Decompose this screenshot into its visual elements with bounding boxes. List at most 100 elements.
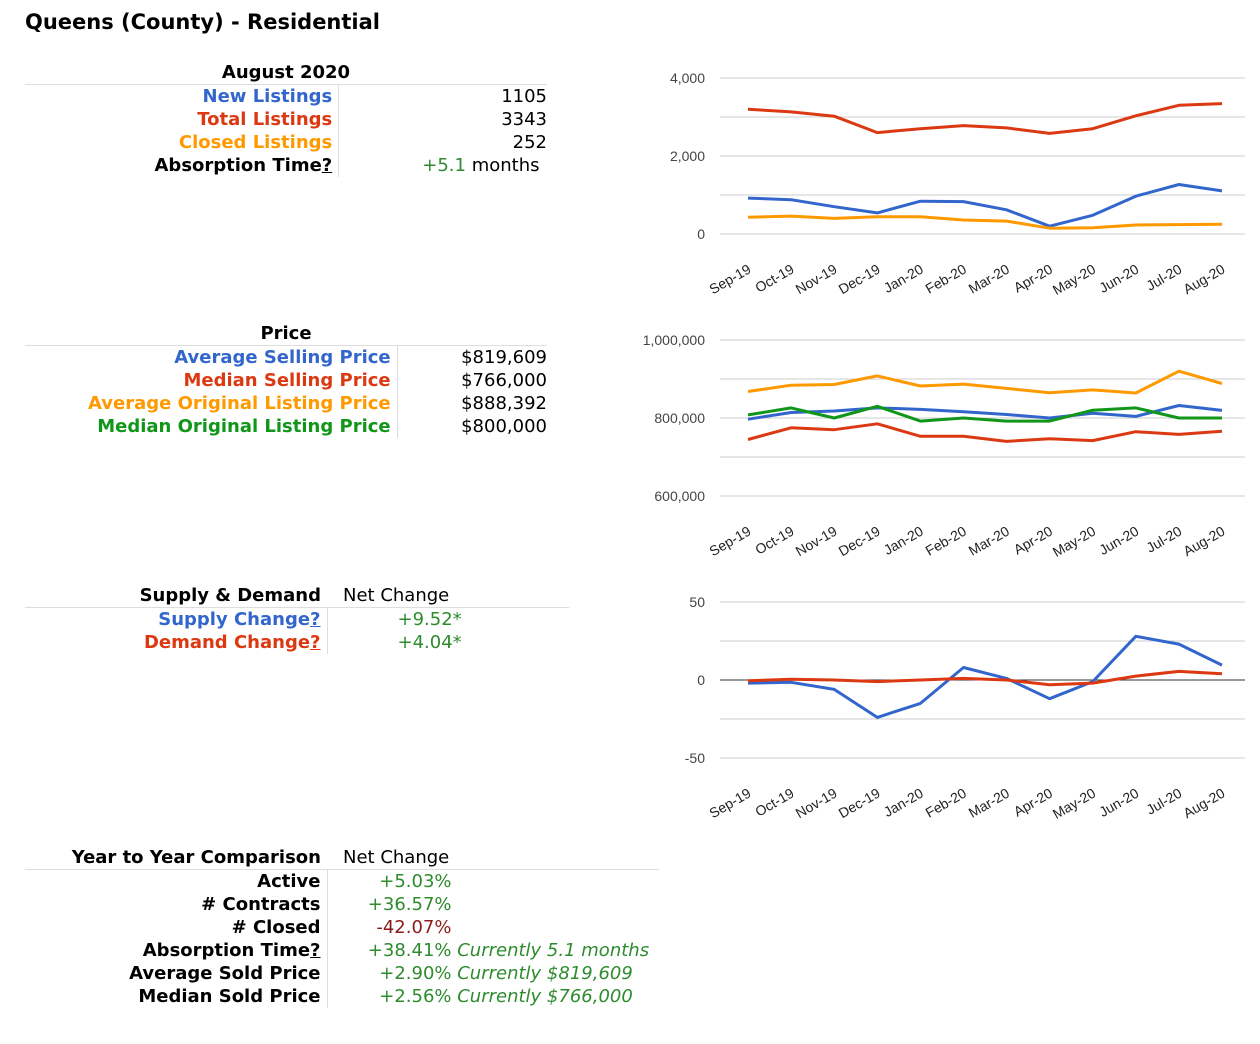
yoy-absorption-time-note: Currently 5.1 months bbox=[457, 940, 650, 961]
yoy-absorption-time-text: Absorption Time bbox=[142, 940, 311, 961]
yoy-absorption-time-value-cell: +38.41% Currently 5.1 months bbox=[327, 939, 659, 962]
year-to-year-table: Year to Year Comparison Net Change Activ… bbox=[25, 845, 659, 1008]
x-tick-label: Nov-19 bbox=[793, 261, 840, 298]
absorption-time-text: Absorption Time bbox=[154, 155, 322, 176]
yoy-absorption-time-help-link[interactable]: ? bbox=[310, 940, 321, 961]
supply-change-text: Supply Change bbox=[158, 609, 311, 630]
absorption-time-help-link[interactable]: ? bbox=[321, 155, 333, 176]
x-tick-label: Mar-20 bbox=[966, 261, 1013, 297]
series-line-1 bbox=[747, 183, 1223, 228]
series-line-2 bbox=[747, 404, 1222, 423]
x-tick-label: Dec-19 bbox=[836, 261, 883, 298]
closed-value-cell: -42.07% bbox=[327, 916, 659, 939]
table-row: # Closed -42.07% bbox=[25, 916, 659, 939]
x-tick-label: Feb-20 bbox=[923, 785, 970, 821]
x-tick-label: Jun-20 bbox=[1096, 523, 1141, 558]
y-tick-label: -50 bbox=[685, 750, 705, 766]
table-row: Supply Change? +9.52* bbox=[25, 607, 569, 631]
x-tick-label: Oct-19 bbox=[752, 261, 797, 296]
new-listings-label: New Listings bbox=[25, 84, 340, 108]
median-original-listing-price-value: $800,000 bbox=[461, 416, 547, 437]
table-row: Average Original Listing Price $888,392 bbox=[25, 392, 547, 415]
new-listings-value: 1105 bbox=[501, 86, 547, 107]
x-tick-label: Jun-20 bbox=[1096, 785, 1141, 820]
demand-change-label: Demand Change? bbox=[25, 631, 328, 654]
closed-listings-label: Closed Listings bbox=[25, 131, 340, 154]
average-selling-price-label: Average Selling Price bbox=[25, 345, 398, 369]
x-tick-label: Feb-20 bbox=[923, 261, 970, 297]
supply-demand-table: Supply & Demand Net Change Supply Change… bbox=[25, 583, 569, 654]
x-tick-label: Jan-20 bbox=[881, 785, 926, 820]
series-line-1 bbox=[747, 669, 1223, 687]
median-selling-price-value: $766,000 bbox=[461, 370, 547, 391]
x-tick-label: Jul-20 bbox=[1143, 785, 1184, 818]
y-tick-label: 50 bbox=[689, 594, 705, 610]
supply-change-label: Supply Change? bbox=[25, 607, 328, 631]
table-row: New Listings 1105 bbox=[25, 84, 547, 108]
x-tick-label: Apr-20 bbox=[1011, 785, 1056, 820]
x-tick-label: Aug-20 bbox=[1180, 261, 1227, 298]
x-tick-label: Aug-20 bbox=[1180, 785, 1227, 822]
y-tick-label: 0 bbox=[697, 226, 705, 242]
closed-label: # Closed bbox=[25, 916, 328, 939]
demand-change-value: +4.04* bbox=[397, 632, 462, 653]
yoy-absorption-time-label: Absorption Time? bbox=[25, 939, 328, 962]
contracts-value-cell: +36.57% bbox=[327, 893, 659, 916]
contracts-label: # Contracts bbox=[25, 893, 328, 916]
y-tick-label: 4,000 bbox=[670, 70, 705, 86]
average-sold-price-label: Average Sold Price bbox=[25, 962, 328, 985]
table-row: Closed Listings 252 bbox=[25, 131, 547, 154]
supply-change-help-link[interactable]: ? bbox=[310, 609, 321, 630]
active-label: Active bbox=[25, 869, 328, 893]
listings-line-chart: 4,000 2,000 0 Sep-19Oct-19Nov-19Dec-19Jan-2… bbox=[670, 70, 1245, 298]
median-original-listing-price-label: Median Original Listing Price bbox=[25, 415, 398, 438]
price-heading: Price bbox=[25, 321, 547, 346]
year-to-year-heading: Year to Year Comparison bbox=[25, 845, 327, 870]
absorption-time-label: Absorption Time? bbox=[25, 154, 340, 177]
x-tick-label: Jul-20 bbox=[1143, 523, 1184, 556]
x-tick-label: Sep-19 bbox=[706, 261, 753, 298]
average-selling-price-value: $819,609 bbox=[461, 347, 547, 368]
x-tick-label: Mar-20 bbox=[966, 523, 1013, 559]
page-title: Queens (County) - Residential bbox=[25, 10, 380, 34]
y-tick-label: 1,000,000 bbox=[643, 332, 705, 348]
x-tick-label: Dec-19 bbox=[836, 785, 883, 822]
average-sold-price-note: Currently $819,609 bbox=[457, 963, 633, 984]
x-tick-label: Jun-20 bbox=[1096, 261, 1141, 296]
demand-change-text: Demand Change bbox=[143, 632, 311, 653]
median-sold-price-value-cell: +2.56% Currently $766,000 bbox=[327, 985, 659, 1008]
x-tick-label: Oct-19 bbox=[752, 523, 797, 558]
table-row: Median Original Listing Price $800,000 bbox=[25, 415, 547, 438]
x-tick-label: Sep-19 bbox=[706, 523, 753, 560]
listings-table: August 2020 New Listings 1105 Total List… bbox=[25, 60, 547, 177]
contracts-value: +36.57% bbox=[367, 894, 452, 915]
x-tick-label: May-20 bbox=[1050, 261, 1099, 298]
median-sold-price-value: +2.56% bbox=[379, 986, 452, 1007]
demand-change-help-link[interactable]: ? bbox=[310, 632, 321, 653]
table-row: Median Sold Price +2.56% Currently $766,… bbox=[25, 985, 659, 1008]
table-row: Median Selling Price $766,000 bbox=[25, 369, 547, 392]
yoy-net-change-heading: Net Change bbox=[327, 845, 659, 870]
average-sold-price-value-cell: +2.90% Currently $819,609 bbox=[327, 962, 659, 985]
yoy-absorption-time-value: +38.41% bbox=[367, 940, 452, 961]
series-line-0 bbox=[747, 369, 1223, 395]
y-tick-label: 800,000 bbox=[654, 410, 705, 426]
supply-net-change-heading: Net Change bbox=[327, 583, 569, 608]
x-tick-label: Mar-20 bbox=[966, 785, 1013, 821]
table-row: Active +5.03% bbox=[25, 869, 659, 893]
closed-listings-value: 252 bbox=[512, 132, 547, 153]
closed-value: -42.07% bbox=[376, 917, 452, 938]
x-tick-label: Jan-20 bbox=[881, 523, 926, 558]
total-listings-value: 3343 bbox=[501, 109, 547, 130]
supply-demand-heading: Supply & Demand bbox=[25, 583, 327, 608]
price-line-chart: 1,000,000 800,000 600,000 Sep-19Oct-19Nov-1… bbox=[643, 332, 1245, 560]
x-tick-label: Oct-19 bbox=[752, 785, 797, 820]
median-sold-price-label: Median Sold Price bbox=[25, 985, 328, 1008]
x-tick-label: Feb-20 bbox=[923, 523, 970, 559]
x-tick-label: May-20 bbox=[1050, 785, 1099, 822]
x-tick-label: Nov-19 bbox=[793, 785, 840, 822]
absorption-time-number: +5.1 bbox=[422, 155, 466, 176]
x-tick-label: Nov-19 bbox=[793, 523, 840, 560]
total-listings-label: Total Listings bbox=[25, 108, 340, 131]
average-original-listing-price-value: $888,392 bbox=[461, 393, 547, 414]
